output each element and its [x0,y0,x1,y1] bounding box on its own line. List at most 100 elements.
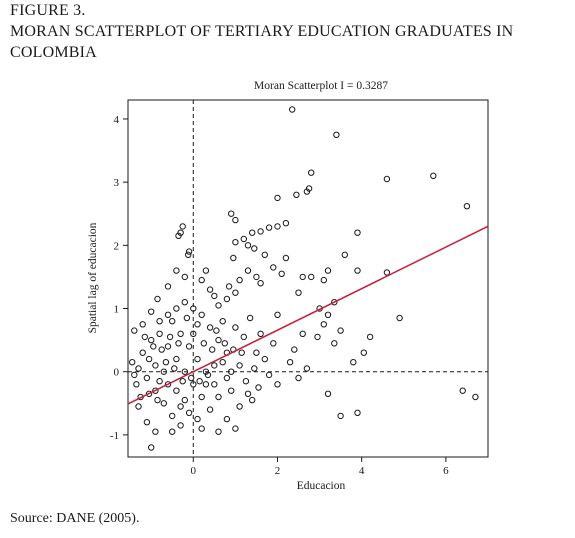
data-point [135,403,142,410]
data-point [255,384,262,391]
x-tick-label: 6 [443,465,449,477]
data-point [320,276,327,284]
data-point [173,267,180,274]
data-point [278,270,285,277]
data-point [324,267,332,274]
data-point [274,223,281,230]
y-axis: -1 0 1 2 3 4 [110,114,128,442]
data-point [236,276,243,284]
chart-title: Moran Scatterplot I = 0.3287 [254,80,388,92]
data-point [164,283,172,290]
data-point [354,229,361,236]
data-point [202,267,210,274]
data-point [190,330,197,337]
data-point [181,368,189,375]
data-point [141,333,149,341]
data-point [244,267,252,274]
data-point [299,273,306,281]
data-point [206,406,214,413]
data-point [152,387,159,394]
data-point [169,318,176,325]
data-point [215,428,222,435]
data-point [190,381,197,388]
data-point [232,216,239,224]
data-point [295,374,302,382]
data-point [198,311,205,318]
data-point [274,381,281,388]
data-point [181,273,189,281]
data-point [215,336,222,344]
data-point [240,235,248,243]
data-point [194,415,201,423]
data-point [206,324,214,331]
regression-line [127,225,489,405]
data-point [253,349,260,356]
data-point [175,340,182,347]
data-point [360,349,367,356]
y-axis-label: Spatial lag of educacion [87,222,99,333]
data-point [215,393,222,401]
data-point [383,175,391,183]
data-point [295,289,302,296]
data-point [202,381,210,388]
data-point [194,355,201,363]
data-point [270,264,277,271]
data-point [215,302,222,309]
data-point [308,273,315,281]
data-point [181,299,189,306]
data-point [177,422,184,429]
data-point [221,340,229,347]
x-axis-label: Educacion [297,480,346,492]
data-point [133,381,140,388]
reference-lines [128,100,488,457]
data-point [324,311,332,318]
data-point [185,409,193,416]
data-point [320,321,327,328]
data-point [211,292,218,300]
data-point [396,314,403,322]
figure-label: FIGURE 3. [10,2,86,19]
data-point [219,318,226,325]
data-point [228,210,235,217]
data-point [162,359,170,366]
data-point [198,393,205,401]
plot-frame [127,99,489,458]
data-point [337,412,344,420]
data-point [251,365,258,372]
data-point [179,223,186,230]
data-point [213,327,220,334]
source-note: Source: DANE (2005). [10,511,140,526]
x-tick-label: 0 [191,465,197,477]
data-point [156,330,163,337]
data-point [139,349,146,356]
data-point [164,343,172,350]
data-point [249,229,256,236]
data-point [308,169,315,176]
data-point [244,242,252,249]
data-point [303,365,311,372]
data-point [177,403,184,410]
data-point [139,321,146,328]
data-point [232,324,239,331]
data-point [274,311,281,318]
data-point [160,368,168,375]
data-points [129,106,479,451]
figure-title: MORAN SCATTERPLOT OF TERTIARY EDUCATION … [10,23,514,61]
data-point [190,305,197,312]
data-point [223,295,231,303]
data-point [383,269,391,276]
data-point [282,220,290,227]
data-point [223,374,231,382]
data-point [145,355,153,363]
data-point [219,359,226,366]
data-point [265,224,273,231]
data-point [183,314,191,322]
data-point [164,381,172,388]
data-point [152,428,159,435]
data-point [236,362,243,369]
y-tick-label: 3 [114,177,120,189]
y-tick-label: -1 [110,430,119,442]
data-point [305,185,313,192]
data-point [331,299,338,306]
